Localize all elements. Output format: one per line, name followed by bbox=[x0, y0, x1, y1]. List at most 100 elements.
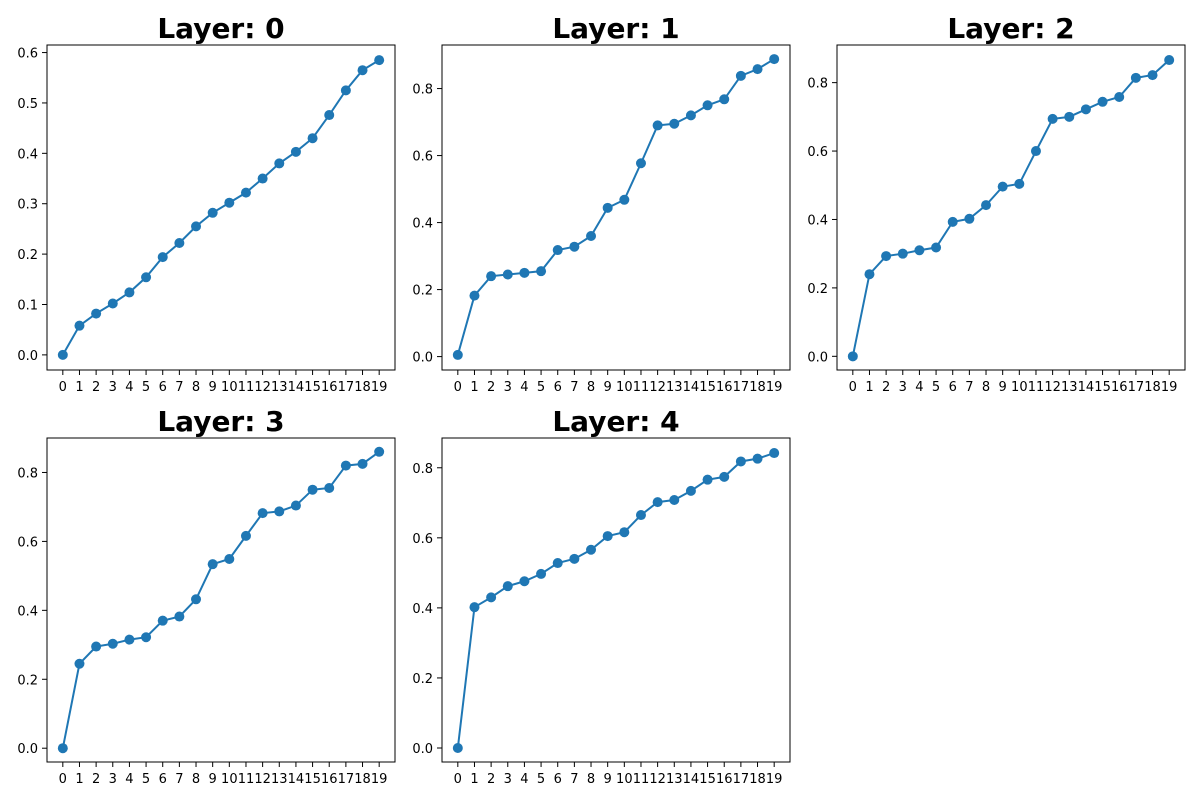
x-tick-label: 8 bbox=[982, 380, 990, 395]
data-point bbox=[469, 602, 480, 613]
x-tick-label: 11 bbox=[633, 380, 650, 395]
x-tick-label: 4 bbox=[520, 380, 528, 395]
data-point bbox=[191, 221, 202, 232]
x-tick-label: 7 bbox=[570, 772, 578, 787]
y-tick-label: 0.4 bbox=[412, 602, 433, 617]
x-tick-label: 6 bbox=[159, 772, 167, 787]
x-tick-label: 2 bbox=[92, 380, 100, 395]
data-point bbox=[307, 133, 318, 144]
x-tick-label: 0 bbox=[59, 772, 67, 787]
x-tick-label: 3 bbox=[504, 380, 512, 395]
data-point bbox=[107, 638, 118, 649]
plot-frame bbox=[46, 437, 396, 763]
y-tick-label: 0.2 bbox=[807, 282, 828, 297]
data-point bbox=[469, 290, 480, 301]
data-point bbox=[374, 55, 385, 66]
subplot-title: Layer: 3 bbox=[157, 405, 284, 438]
x-tick-label: 2 bbox=[882, 380, 890, 395]
x-tick-label: 8 bbox=[192, 772, 200, 787]
data-point bbox=[947, 216, 958, 227]
data-point bbox=[635, 510, 646, 521]
data-point bbox=[141, 632, 152, 643]
data-point bbox=[207, 207, 218, 218]
x-tick-label: 16 bbox=[1111, 380, 1128, 395]
y-tick-label: 0.1 bbox=[17, 298, 38, 313]
x-tick-label: 3 bbox=[899, 380, 907, 395]
data-point bbox=[91, 641, 102, 652]
x-tick-label: 18 bbox=[749, 380, 766, 395]
x-tick-label: 7 bbox=[965, 380, 973, 395]
subplot-title: Layer: 4 bbox=[552, 405, 679, 438]
data-point bbox=[619, 527, 630, 538]
x-tick-label: 18 bbox=[749, 772, 766, 787]
series-line bbox=[61, 450, 380, 749]
data-point bbox=[240, 187, 251, 198]
x-tick-label: 1 bbox=[75, 772, 83, 787]
x-tick-label: 13 bbox=[666, 380, 683, 395]
x-tick-label: 0 bbox=[59, 380, 67, 395]
x-tick-label: 17 bbox=[1128, 380, 1145, 395]
data-point bbox=[324, 482, 335, 493]
x-tick-label: 9 bbox=[999, 380, 1007, 395]
data-point bbox=[685, 485, 696, 496]
y-tick-label: 0.2 bbox=[412, 672, 433, 687]
subplot-layer-1: Layer: 1 0.00.20.40.60.80 1 2 3 4 5 6 7 8 9 10 11 12… bbox=[412, 12, 791, 395]
y-tick-label: 0.6 bbox=[412, 532, 433, 547]
y-tick-label: 0.8 bbox=[17, 466, 38, 481]
data-point bbox=[224, 553, 235, 564]
data-point bbox=[274, 158, 285, 169]
subplot-layer-2: Layer: 2 0.00.20.40.60.80 1 2 3 4 5 6 7 8 9 10 11 12… bbox=[807, 12, 1186, 395]
data-point bbox=[569, 241, 580, 252]
x-tick-label: 18 bbox=[354, 772, 371, 787]
x-tick-label: 17 bbox=[733, 380, 750, 395]
x-tick-label: 9 bbox=[209, 772, 217, 787]
data-point bbox=[864, 269, 875, 280]
x-tick-label: 8 bbox=[192, 380, 200, 395]
y-tick-label: 0.8 bbox=[412, 83, 433, 98]
x-tick-label: 16 bbox=[716, 380, 733, 395]
data-point bbox=[519, 267, 530, 278]
y-tick-label: 0.6 bbox=[412, 150, 433, 165]
x-tick-label: 4 bbox=[125, 772, 133, 787]
x-tick-label: 0 bbox=[454, 380, 462, 395]
x-tick-label: 0 bbox=[849, 380, 857, 395]
x-tick-label: 11 bbox=[238, 772, 255, 787]
data-point bbox=[207, 559, 218, 570]
data-point bbox=[452, 349, 463, 360]
data-point bbox=[635, 158, 646, 169]
x-tick-label: 2 bbox=[487, 380, 495, 395]
x-tick-label: 10 bbox=[616, 772, 633, 787]
data-point bbox=[669, 494, 680, 505]
x-tick-label: 18 bbox=[354, 380, 371, 395]
data-point bbox=[357, 65, 368, 76]
data-point bbox=[240, 530, 251, 541]
data-point bbox=[602, 202, 613, 213]
data-point bbox=[519, 576, 530, 587]
x-tick-label: 14 bbox=[1078, 380, 1095, 395]
series-line bbox=[456, 452, 775, 749]
data-point bbox=[1080, 104, 1091, 115]
data-point bbox=[107, 298, 118, 309]
data-point bbox=[1114, 92, 1125, 102]
data-point bbox=[619, 194, 630, 205]
x-tick-label: 19 bbox=[371, 380, 388, 395]
data-point bbox=[340, 460, 351, 471]
x-tick-label: 1 bbox=[470, 380, 478, 395]
x-tick-label: 4 bbox=[915, 380, 923, 395]
y-tick-label: 0.2 bbox=[17, 248, 38, 263]
data-point bbox=[702, 100, 713, 111]
x-tick-label: 2 bbox=[92, 772, 100, 787]
subplot-title: Layer: 0 bbox=[157, 12, 284, 45]
y-tick-label: 0.0 bbox=[412, 351, 433, 366]
x-tick-label: 3 bbox=[109, 380, 117, 395]
x-tick-label: 16 bbox=[321, 772, 338, 787]
x-tick-label: 7 bbox=[175, 772, 183, 787]
y-tick-label: 0.4 bbox=[17, 604, 38, 619]
plot-frame bbox=[836, 44, 1186, 371]
data-point bbox=[847, 351, 858, 362]
data-point bbox=[486, 271, 497, 282]
x-tick-label: 1 bbox=[865, 380, 873, 395]
x-tick-label: 13 bbox=[271, 772, 288, 787]
data-point bbox=[502, 581, 513, 592]
data-point bbox=[74, 658, 85, 669]
